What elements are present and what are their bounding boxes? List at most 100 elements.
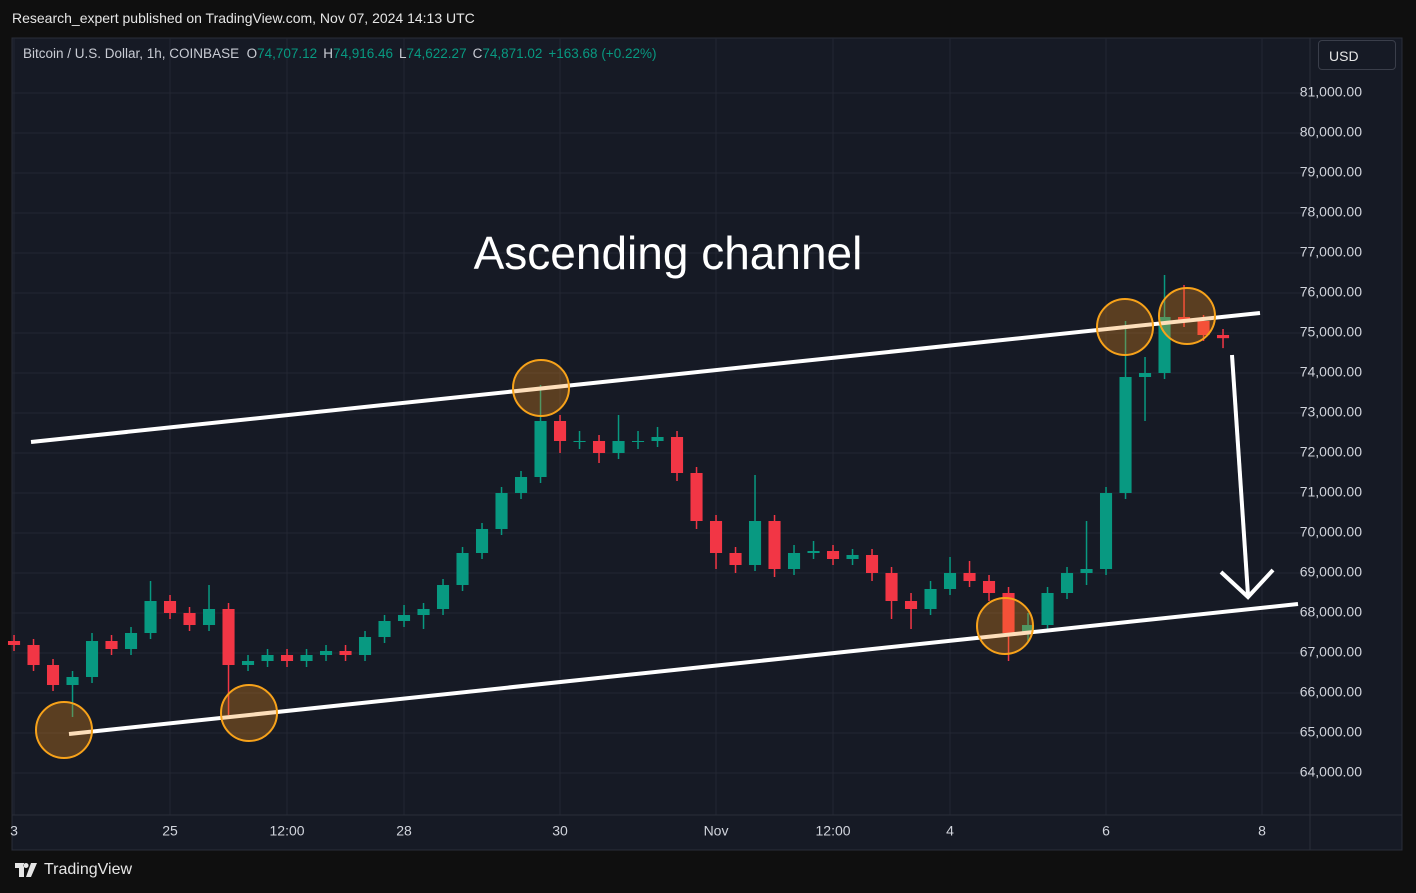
candle-body	[631, 441, 645, 442]
y-tick-label: 75,000.00	[1300, 324, 1362, 340]
ohlc-value: 74,707.12	[257, 46, 318, 61]
x-tick-label: 3	[10, 823, 18, 839]
touch-circle	[976, 597, 1034, 655]
x-tick-label: 25	[162, 823, 178, 839]
candle-body	[943, 573, 957, 589]
candle-body	[358, 637, 372, 655]
candle-body	[1060, 573, 1074, 593]
candle-body	[963, 573, 976, 581]
x-tick-label: 4	[946, 823, 954, 839]
candle-body	[397, 615, 411, 621]
candle-body	[1158, 317, 1171, 373]
candle-body	[748, 521, 762, 565]
touch-circle	[1158, 287, 1216, 345]
candle-body	[144, 601, 157, 633]
candle-body	[85, 641, 99, 677]
y-tick-label: 77,000.00	[1300, 244, 1362, 260]
y-tick-label: 80,000.00	[1300, 124, 1362, 140]
candle-body	[924, 589, 937, 609]
candle-body	[651, 437, 664, 441]
ohlc-label: C	[472, 46, 483, 61]
candle-body	[417, 609, 430, 615]
y-tick-label: 68,000.00	[1300, 604, 1362, 620]
candle-body	[46, 665, 60, 685]
symbol: Bitcoin / U.S. Dollar, 1h, COINBASE	[23, 46, 240, 61]
y-tick-label: 81,000.00	[1300, 84, 1362, 100]
x-tick-label: 30	[552, 823, 568, 839]
candle-body	[826, 551, 840, 559]
candle-body	[885, 573, 898, 601]
candle-body	[904, 601, 918, 609]
candle-body	[105, 641, 118, 649]
y-tick-label: 64,000.00	[1300, 764, 1362, 780]
candle-body	[475, 529, 489, 553]
upper-channel-line	[30, 311, 1261, 444]
ohlc-value: 74,871.02	[482, 46, 543, 61]
y-tick-label: 69,000.00	[1300, 564, 1362, 580]
x-tick-label: 12:00	[816, 823, 851, 839]
y-tick-label: 79,000.00	[1300, 164, 1362, 180]
symbol-legend: Bitcoin / U.S. Dollar, 1h, COINBASE O74,…	[23, 46, 662, 61]
candle-body	[573, 441, 586, 442]
candle-body	[339, 651, 352, 655]
y-tick-label: 67,000.00	[1300, 644, 1362, 660]
candle-body	[7, 641, 21, 645]
candle-body	[456, 553, 469, 585]
x-tick-label: 12:00	[270, 823, 305, 839]
candle-body	[222, 609, 235, 665]
candle-body	[241, 661, 255, 665]
touch-circle	[1096, 298, 1154, 356]
y-tick-label: 70,000.00	[1300, 524, 1362, 540]
candle-body	[553, 421, 567, 441]
x-tick-label: Nov	[704, 823, 729, 839]
y-tick-label: 76,000.00	[1300, 284, 1362, 300]
candle-body	[1197, 321, 1210, 335]
candle-body	[787, 553, 801, 569]
candle-body	[982, 581, 996, 593]
annotation: Ascending channel	[474, 227, 863, 279]
candle-body	[124, 633, 138, 649]
currency-button[interactable]: USD	[1318, 40, 1396, 70]
brand: TradingView	[14, 861, 132, 879]
arrow-shaft	[1230, 354, 1250, 596]
touch-circle	[35, 701, 93, 759]
y-tick-label: 71,000.00	[1300, 484, 1362, 500]
candle-body	[1021, 625, 1035, 633]
candle-body	[163, 601, 177, 613]
y-tick-label: 78,000.00	[1300, 204, 1362, 220]
candle-body	[592, 441, 606, 453]
candle-body	[768, 521, 781, 569]
candle-body	[709, 521, 723, 553]
brand-logo	[15, 863, 37, 877]
publisher-line: Research_expert published on TradingView…	[12, 10, 475, 26]
candle-body	[729, 553, 742, 565]
candle-body	[846, 555, 859, 559]
arrow-head	[1219, 568, 1275, 600]
ohlc-label: H	[323, 46, 333, 61]
candle-body	[436, 585, 450, 609]
candle-body	[378, 621, 391, 637]
x-tick-label: 8	[1258, 823, 1266, 839]
y-tick-label: 72,000.00	[1300, 444, 1362, 460]
y-tick-label: 66,000.00	[1300, 684, 1362, 700]
y-tick-label: 65,000.00	[1300, 724, 1362, 740]
candle-body	[1138, 373, 1152, 377]
candle-body	[319, 651, 333, 655]
candle-body	[865, 555, 879, 573]
candle-body	[1002, 593, 1015, 633]
candle-body	[534, 421, 547, 477]
candle-body	[1041, 593, 1054, 625]
candle-body	[300, 655, 313, 661]
candle-body	[183, 613, 196, 625]
x-tick-label: 28	[396, 823, 412, 839]
y-tick-label: 74,000.00	[1300, 364, 1362, 380]
ohlc-label: O	[246, 46, 258, 61]
candle-body	[1216, 335, 1230, 339]
lower-channel-line	[68, 602, 1299, 736]
y-tick-label: 73,000.00	[1300, 404, 1362, 420]
candle-body	[1099, 493, 1113, 569]
change: +163.68 (+0.22%)	[548, 46, 657, 61]
candle-body	[27, 645, 40, 665]
